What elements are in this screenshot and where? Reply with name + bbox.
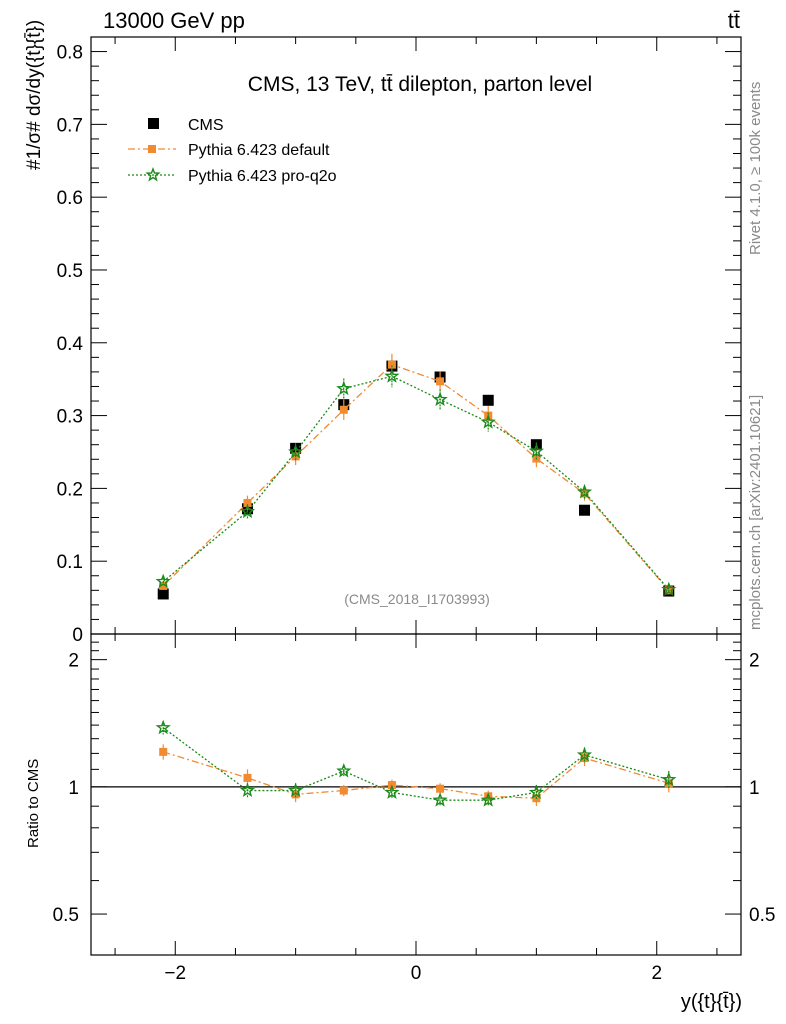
ratio-ytick-label-left: 2 bbox=[68, 651, 79, 672]
legend-label-pythia-default: Pythia 6.423 default bbox=[188, 142, 330, 159]
legend-label-cms: CMS bbox=[188, 117, 224, 134]
pythia-pro-q2o-point bbox=[576, 484, 593, 499]
ratio-pythia-pro-q2o-point bbox=[661, 771, 677, 787]
pythia-default-point bbox=[243, 498, 252, 507]
main-ytick-label: 0.6 bbox=[57, 188, 83, 209]
ratio-pythia-pro-q2o-point bbox=[155, 719, 171, 735]
ratio-pythia-default-line bbox=[163, 751, 669, 799]
pythia-default-line bbox=[162, 363, 670, 591]
legend: CMS Pythia 6.423 default Pythia 6.423 pr… bbox=[128, 117, 337, 185]
ratio-y-axis-label: Ratio to CMS bbox=[25, 759, 42, 848]
cms-point bbox=[579, 504, 591, 516]
ratio-pythia-pro-q2o-line bbox=[162, 727, 669, 801]
legend-item-pythia-pro-q2o: Pythia 6.423 pro-q2o bbox=[128, 167, 337, 185]
main-ytick-label: 0.8 bbox=[57, 43, 83, 64]
x-tick-label: −2 bbox=[164, 963, 186, 984]
ratio-pythia-default-point bbox=[159, 747, 168, 756]
pythia-default-point bbox=[159, 581, 168, 590]
ratio-pythia-pro-q2o-point bbox=[480, 792, 496, 807]
pythia-pro-q2o-point bbox=[288, 444, 304, 459]
legend-marker-pythia-pro-q2o bbox=[145, 167, 161, 182]
ratio-pythia-pro-q2o-point bbox=[432, 792, 448, 807]
ratio-ytick-label-right: 0.5 bbox=[749, 905, 775, 926]
pythia-pro-q2o-point bbox=[336, 380, 352, 396]
ratio-pythia-default-point bbox=[291, 790, 300, 799]
pythia-pro-q2o-point bbox=[432, 391, 448, 406]
pythia-pro-q2o-point bbox=[528, 443, 545, 458]
ratio-pythia-pro-q2o-point bbox=[528, 784, 545, 799]
ratio-ytick-label-left: 1 bbox=[68, 778, 79, 799]
pythia-pro-q2o-point bbox=[155, 573, 171, 589]
ratio-pythia-default-point bbox=[339, 786, 348, 795]
ratio-pythia-pro-q2o-point bbox=[576, 746, 593, 762]
main-ytick-label: 0.7 bbox=[57, 115, 83, 136]
pythia-pro-q2o-line bbox=[162, 375, 670, 591]
ratio-ytick-label-right: 2 bbox=[749, 651, 760, 672]
legend-marker-pythia-default bbox=[148, 145, 156, 153]
main-ytick-label: 0.2 bbox=[57, 479, 83, 500]
ratio-ytick-label-right: 1 bbox=[749, 778, 760, 799]
ratio-pythia-pro-q2o-point bbox=[336, 763, 352, 778]
ratio-pythia-pro-q2o-point bbox=[239, 782, 256, 797]
header-right: tt̄ bbox=[728, 8, 740, 33]
header-left: 13000 GeV pp bbox=[103, 8, 245, 33]
main-ytick-label: 0.1 bbox=[57, 552, 83, 573]
main-ytick-label: 0.4 bbox=[57, 334, 84, 355]
pythia-pro-q2o-point bbox=[480, 414, 496, 429]
main-ytick-label: 0.5 bbox=[57, 261, 83, 282]
legend-marker-cms bbox=[148, 118, 159, 129]
pythia-default-point bbox=[387, 360, 396, 369]
mcplots-label: mcplots.cern.ch [arXiv:2401.10621] bbox=[747, 395, 764, 630]
ratio-pythia-pro-q2o-point bbox=[287, 782, 304, 797]
pythia-default-point bbox=[436, 377, 445, 386]
main-ytick-label: 0.3 bbox=[57, 407, 83, 428]
ratio-ytick-label-left: 0.5 bbox=[53, 905, 79, 926]
cms-point bbox=[482, 394, 494, 406]
pythia-default-point bbox=[339, 405, 348, 414]
legend-item-cms: CMS bbox=[148, 117, 224, 134]
pythia-pro-q2o-point bbox=[384, 368, 400, 383]
x-tick-label: 2 bbox=[651, 963, 662, 984]
legend-item-pythia-default: Pythia 6.423 default bbox=[128, 142, 330, 159]
pythia-default-point bbox=[580, 489, 589, 498]
ratio-panel: 0.5 0.5 1 1 2 2 −2 0 2 bbox=[53, 633, 775, 984]
legend-label-pythia-pro-q2o: Pythia 6.423 pro-q2o bbox=[188, 168, 337, 185]
main-ytick-label: 0 bbox=[72, 625, 83, 646]
ratio-pythia-default-point bbox=[243, 773, 252, 782]
pythia-pro-q2o-point bbox=[239, 503, 256, 519]
main-panel: 0 0.1 0.2 0.3 0.4 0.5 0.6 0.7 0.8 bbox=[57, 36, 742, 646]
cms-point bbox=[157, 588, 169, 600]
ratio-pythia-pro-q2o-point bbox=[384, 784, 400, 799]
pythia-pro-q2o-point bbox=[661, 581, 677, 597]
ratio-pythia-default-point bbox=[436, 784, 445, 793]
main-y-axis-label: #1/σ# dσ/dy({t}{t̄}) bbox=[24, 20, 45, 170]
analysis-watermark: (CMS_2018_I1703993) bbox=[344, 591, 490, 607]
rivet-label: Rivet 4.1.0, ≥ 100k events bbox=[747, 82, 764, 255]
ratio-frame bbox=[90, 633, 742, 956]
x-tick-label: 0 bbox=[411, 963, 422, 984]
chart-title: CMS, 13 TeV, tt̄ dilepton, parton level bbox=[248, 73, 592, 96]
x-axis-label: y({t}{t̄}) bbox=[681, 991, 742, 1013]
